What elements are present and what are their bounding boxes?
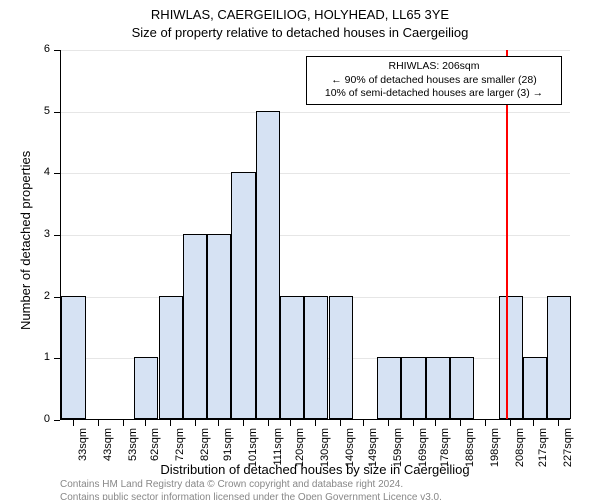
annotation-line2: ← 90% of detached houses are smaller (28… (313, 74, 555, 88)
grid-line (61, 50, 570, 51)
x-tick-label: 159sqm (392, 428, 404, 476)
chart-footer: Contains HM Land Registry data © Crown c… (60, 478, 442, 500)
y-tick (54, 235, 60, 236)
annotation-line1: RHIWLAS: 206sqm (313, 60, 555, 74)
x-tick (533, 420, 534, 426)
y-tick-label: 6 (32, 43, 50, 55)
annotation-line3: 10% of semi-detached houses are larger (… (313, 87, 555, 101)
grid-line (61, 235, 570, 236)
x-tick (268, 420, 269, 426)
x-tick (315, 420, 316, 426)
x-tick (510, 420, 511, 426)
x-tick (98, 420, 99, 426)
x-tick-label: 82sqm (199, 428, 211, 476)
histogram-bar (329, 296, 353, 419)
histogram-bar (280, 296, 304, 419)
y-tick (54, 420, 60, 421)
x-tick (290, 420, 291, 426)
footer-line1: Contains HM Land Registry data © Crown c… (60, 478, 442, 491)
x-tick (485, 420, 486, 426)
histogram-chart: RHIWLAS, CAERGEILIOG, HOLYHEAD, LL65 3YE… (0, 0, 600, 500)
x-tick-label: 169sqm (417, 428, 429, 476)
histogram-bar (61, 296, 85, 419)
x-tick (558, 420, 559, 426)
plot-area: RHIWLAS: 206sqm ← 90% of detached houses… (60, 50, 570, 420)
x-tick (218, 420, 219, 426)
y-tick-label: 5 (32, 105, 50, 117)
x-tick-label: 111sqm (272, 428, 284, 476)
x-tick (170, 420, 171, 426)
y-tick-label: 3 (32, 228, 50, 240)
footer-line2: Contains public sector information licen… (60, 491, 442, 500)
histogram-bar (377, 357, 401, 419)
x-tick-label: 91sqm (222, 428, 234, 476)
histogram-bar (231, 172, 255, 419)
histogram-bar (450, 357, 474, 419)
histogram-bar (426, 357, 450, 419)
histogram-bar (401, 357, 425, 419)
x-tick (460, 420, 461, 426)
histogram-bar (183, 234, 207, 419)
x-tick (388, 420, 389, 426)
histogram-bar (304, 296, 328, 419)
x-tick-label: 62sqm (149, 428, 161, 476)
y-tick (54, 112, 60, 113)
y-tick-label: 1 (32, 351, 50, 363)
chart-title-block: RHIWLAS, CAERGEILIOG, HOLYHEAD, LL65 3YE… (0, 6, 600, 41)
x-tick-label: 72sqm (174, 428, 186, 476)
x-tick (145, 420, 146, 426)
x-tick-label: 101sqm (247, 428, 259, 476)
histogram-bar (547, 296, 571, 419)
y-tick-label: 4 (32, 166, 50, 178)
x-tick-label: 217sqm (537, 428, 549, 476)
y-tick (54, 50, 60, 51)
chart-title-line2: Size of property relative to detached ho… (0, 24, 600, 42)
x-tick-label: 130sqm (319, 428, 331, 476)
x-tick-label: 149sqm (367, 428, 379, 476)
grid-line (61, 173, 570, 174)
y-tick (54, 297, 60, 298)
histogram-bar (134, 357, 158, 419)
x-tick-label: 178sqm (439, 428, 451, 476)
x-tick-label: 140sqm (344, 428, 356, 476)
y-tick-label: 0 (32, 413, 50, 425)
x-tick-label: 227sqm (562, 428, 574, 476)
y-tick-label: 2 (32, 290, 50, 302)
histogram-bar (499, 296, 523, 419)
x-tick (340, 420, 341, 426)
histogram-bar (207, 234, 231, 419)
x-tick-label: 120sqm (294, 428, 306, 476)
histogram-bar (159, 296, 183, 419)
marker-line (506, 50, 508, 419)
x-tick (413, 420, 414, 426)
x-tick (195, 420, 196, 426)
x-tick (435, 420, 436, 426)
histogram-bar (256, 111, 280, 419)
x-tick-label: 53sqm (127, 428, 139, 476)
chart-title-line1: RHIWLAS, CAERGEILIOG, HOLYHEAD, LL65 3YE (0, 6, 600, 24)
y-tick (54, 358, 60, 359)
y-tick (54, 173, 60, 174)
x-tick-label: 43sqm (102, 428, 114, 476)
x-tick (243, 420, 244, 426)
histogram-bar (523, 357, 547, 419)
x-tick (363, 420, 364, 426)
x-tick-label: 33sqm (77, 428, 89, 476)
y-axis-label: Number of detached properties (18, 151, 33, 330)
x-tick (123, 420, 124, 426)
x-tick (73, 420, 74, 426)
x-tick-label: 198sqm (489, 428, 501, 476)
grid-line (61, 112, 570, 113)
annotation-box: RHIWLAS: 206sqm ← 90% of detached houses… (306, 56, 562, 105)
x-tick-label: 188sqm (464, 428, 476, 476)
x-tick-label: 208sqm (514, 428, 526, 476)
